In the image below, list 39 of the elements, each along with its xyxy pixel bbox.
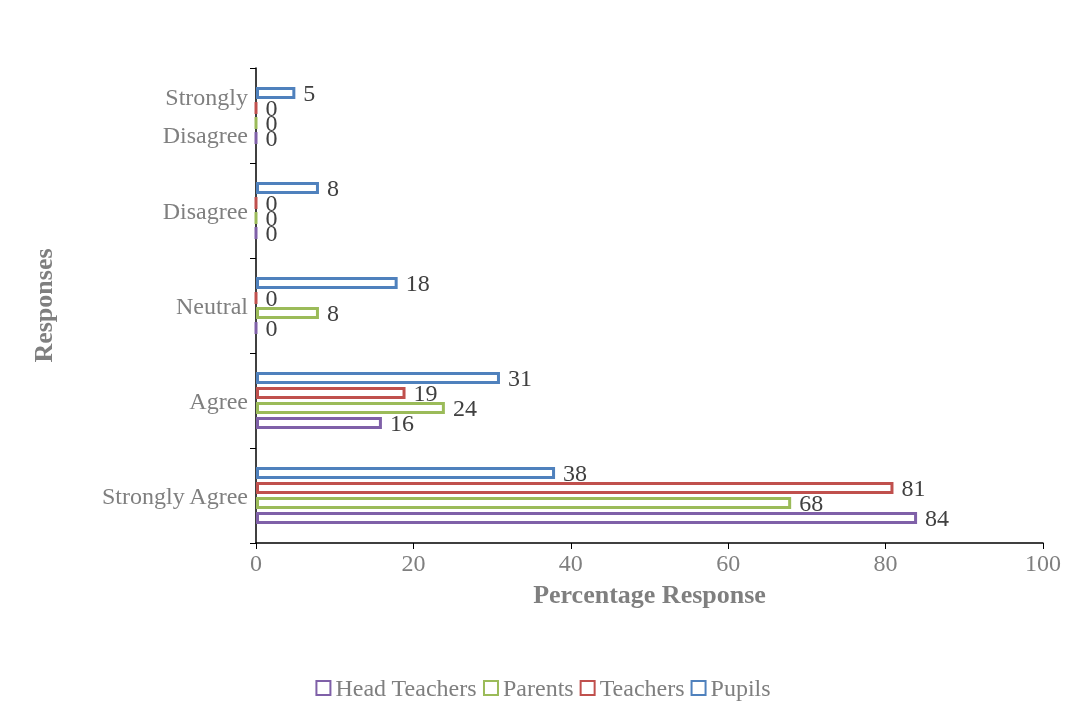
bar	[256, 182, 319, 194]
legend-label: Parents	[502, 675, 574, 701]
data-label: 68	[799, 490, 824, 516]
data-label: 0	[265, 285, 278, 311]
data-label: 38	[563, 460, 588, 486]
data-label: 24	[452, 395, 477, 421]
data-label: 18	[405, 270, 430, 296]
x-tick-label: 80	[873, 550, 898, 576]
x-tick-label: 0	[250, 550, 262, 576]
y-tick-label: Strongly Disagree	[162, 83, 248, 148]
y-tick-label: Neutral	[176, 292, 249, 319]
bar	[256, 497, 792, 509]
x-axis-title: Percentage Response	[533, 579, 766, 609]
data-label: 8	[326, 175, 339, 201]
data-label: 5	[303, 80, 316, 106]
legend-label: Pupils	[710, 675, 771, 701]
bar	[256, 277, 398, 289]
data-label: 31	[507, 365, 532, 391]
data-label: 8	[326, 300, 339, 326]
bar	[256, 307, 319, 319]
x-tick-label: 60	[716, 550, 741, 576]
bar	[256, 87, 296, 99]
bar	[256, 402, 445, 414]
legend-label: Teachers	[599, 675, 685, 701]
bar	[256, 372, 500, 384]
data-label: 81	[901, 475, 926, 501]
y-axis-title: Responses	[28, 248, 58, 363]
legend-label: Head Teachers	[335, 675, 477, 701]
data-label: 0	[265, 315, 278, 341]
x-tick-label: 20	[401, 550, 426, 576]
x-tick-label: 100	[1025, 550, 1061, 576]
data-label: 84	[925, 505, 950, 531]
y-tick-label: Strongly Agree	[102, 482, 248, 509]
bar	[256, 467, 556, 479]
y-tick-label: Disagree	[162, 197, 248, 224]
data-label: 16	[389, 410, 414, 436]
data-label: 19	[413, 380, 438, 406]
x-tick-label: 40	[558, 550, 583, 576]
y-tick-label: Agree	[189, 387, 248, 414]
